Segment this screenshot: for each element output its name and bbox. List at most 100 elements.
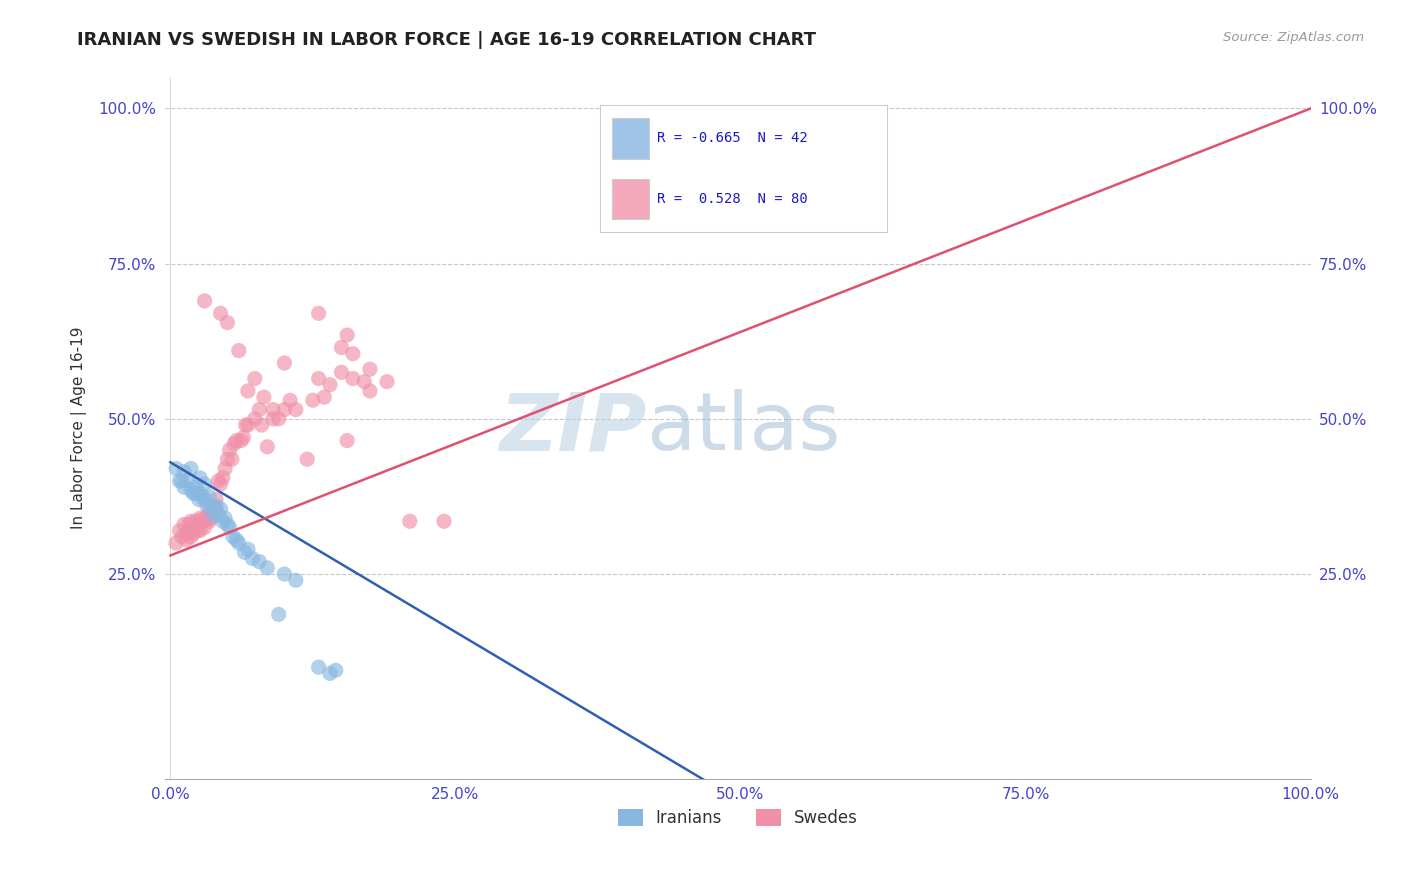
- Point: [302, 393, 325, 408]
- Point: [165, 536, 187, 550]
- Point: [194, 477, 217, 491]
- Point: [273, 567, 295, 582]
- Point: [342, 347, 364, 361]
- Point: [336, 328, 359, 343]
- Point: [217, 452, 239, 467]
- Legend: Iranians, Swedes: Iranians, Swedes: [610, 802, 865, 834]
- Point: [284, 402, 307, 417]
- Point: [267, 607, 290, 622]
- Point: [243, 412, 266, 426]
- Point: [253, 390, 276, 404]
- Point: [177, 517, 200, 532]
- Point: [187, 492, 209, 507]
- Point: [273, 356, 295, 370]
- Point: [194, 520, 217, 534]
- Point: [217, 517, 239, 532]
- Point: [180, 514, 202, 528]
- Text: atlas: atlas: [645, 389, 841, 467]
- Point: [176, 474, 198, 488]
- Point: [170, 530, 193, 544]
- Point: [188, 511, 211, 525]
- Point: [308, 371, 330, 385]
- Point: [173, 465, 195, 479]
- Point: [194, 293, 217, 308]
- Point: [308, 660, 330, 674]
- Point: [187, 517, 209, 532]
- Point: [236, 418, 259, 433]
- Point: [198, 490, 221, 504]
- Point: [191, 490, 214, 504]
- Point: [180, 461, 202, 475]
- Point: [188, 471, 211, 485]
- Point: [325, 663, 347, 677]
- Point: [262, 402, 284, 417]
- Point: [243, 371, 266, 385]
- Point: [217, 316, 239, 330]
- Point: [205, 499, 228, 513]
- Point: [236, 384, 259, 398]
- Point: [194, 511, 217, 525]
- Point: [236, 542, 259, 557]
- Point: [336, 434, 359, 448]
- Point: [198, 505, 221, 519]
- Point: [180, 483, 202, 498]
- Point: [233, 545, 256, 559]
- Point: [228, 343, 250, 358]
- Point: [214, 511, 236, 525]
- Point: [195, 511, 218, 525]
- Point: [319, 666, 342, 681]
- Point: [256, 561, 278, 575]
- Point: [247, 402, 270, 417]
- Point: [184, 480, 207, 494]
- Point: [177, 524, 200, 538]
- Point: [173, 517, 195, 532]
- Point: [225, 533, 247, 547]
- Point: [225, 434, 247, 448]
- Point: [194, 492, 217, 507]
- Point: [218, 520, 240, 534]
- Point: [284, 574, 307, 588]
- Point: [214, 461, 236, 475]
- Point: [314, 390, 336, 404]
- Point: [221, 452, 243, 467]
- Point: [228, 536, 250, 550]
- Point: [273, 402, 295, 417]
- Point: [191, 514, 214, 528]
- Point: [218, 442, 240, 457]
- Point: [342, 371, 364, 385]
- Point: [200, 511, 222, 525]
- Point: [398, 514, 420, 528]
- Point: [184, 520, 207, 534]
- Point: [330, 341, 353, 355]
- Point: [359, 384, 381, 398]
- Point: [187, 524, 209, 538]
- Point: [256, 440, 278, 454]
- Point: [267, 412, 290, 426]
- Point: [209, 477, 232, 491]
- Point: [262, 412, 284, 426]
- Point: [176, 533, 198, 547]
- Point: [207, 474, 229, 488]
- Point: [209, 501, 232, 516]
- Point: [180, 530, 202, 544]
- Point: [195, 499, 218, 513]
- Point: [211, 471, 233, 485]
- Point: [188, 524, 211, 538]
- Point: [169, 524, 191, 538]
- Point: [375, 375, 398, 389]
- Point: [235, 418, 257, 433]
- Point: [250, 418, 273, 433]
- Point: [169, 474, 191, 488]
- Point: [308, 306, 330, 320]
- Point: [181, 486, 204, 500]
- Point: [202, 501, 225, 516]
- Point: [359, 362, 381, 376]
- Point: [207, 508, 229, 522]
- Point: [202, 508, 225, 522]
- Point: [184, 486, 207, 500]
- Point: [222, 530, 245, 544]
- Point: [173, 480, 195, 494]
- Point: [353, 375, 375, 389]
- Point: [232, 430, 254, 444]
- Text: Source: ZipAtlas.com: Source: ZipAtlas.com: [1223, 31, 1364, 45]
